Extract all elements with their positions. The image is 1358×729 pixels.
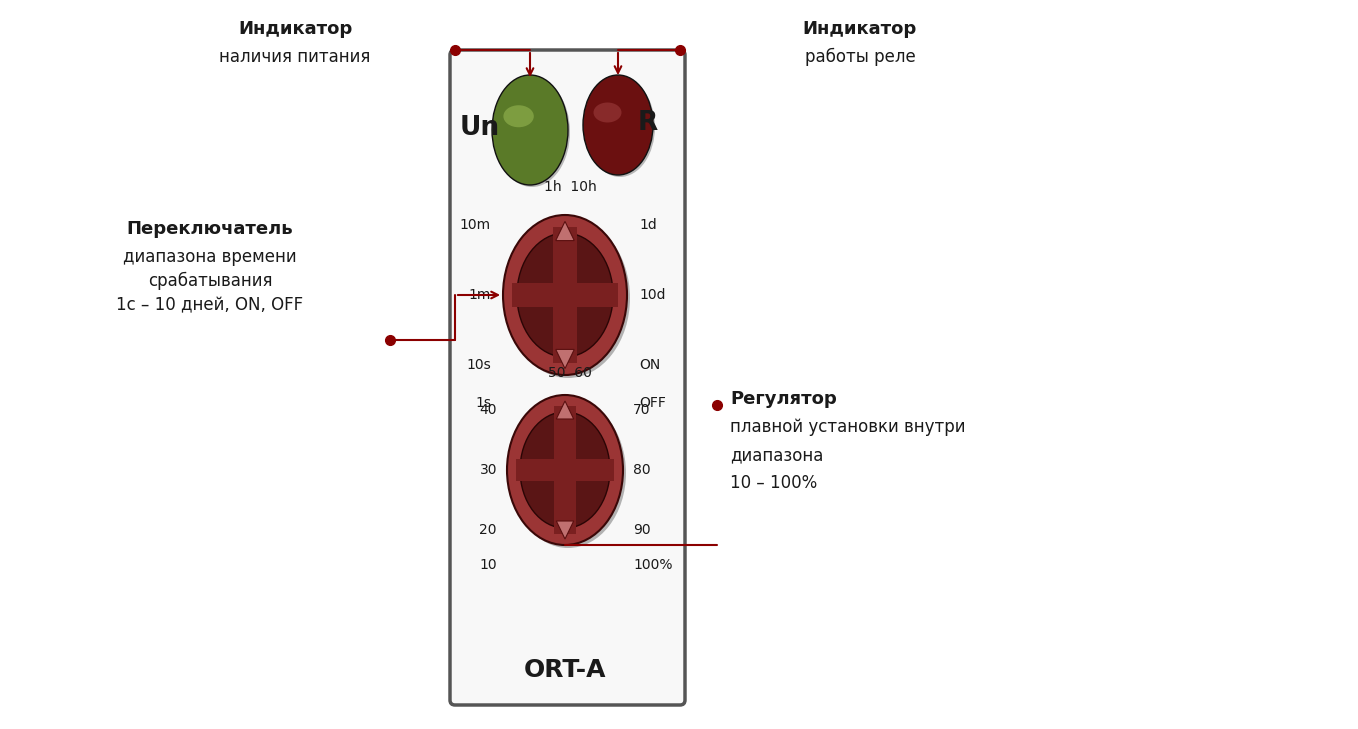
Text: наличия питания: наличия питания — [219, 48, 371, 66]
Text: 10s: 10s — [466, 358, 492, 372]
Text: Индикатор: Индикатор — [803, 20, 917, 38]
Text: работы реле: работы реле — [805, 48, 915, 66]
Ellipse shape — [507, 218, 630, 378]
Bar — [554, 406, 576, 534]
Text: диапазона: диапазона — [731, 446, 823, 464]
Polygon shape — [557, 521, 573, 539]
Bar — [553, 227, 577, 363]
Text: ON: ON — [640, 358, 660, 372]
Ellipse shape — [517, 233, 612, 357]
Text: диапазона времени: диапазона времени — [124, 248, 297, 266]
Text: 20: 20 — [479, 523, 497, 537]
Text: Индикатор: Индикатор — [238, 20, 352, 38]
Text: 30: 30 — [479, 463, 497, 477]
Text: 10m: 10m — [460, 218, 492, 232]
Polygon shape — [555, 349, 574, 369]
Ellipse shape — [494, 77, 570, 187]
Ellipse shape — [507, 395, 623, 545]
Text: 1h  10h: 1h 10h — [543, 180, 596, 194]
Bar — [516, 459, 614, 481]
Text: 1d: 1d — [640, 218, 657, 232]
Ellipse shape — [593, 103, 622, 122]
Text: 70: 70 — [633, 403, 650, 417]
Ellipse shape — [504, 105, 534, 128]
Text: ORT-A: ORT-A — [524, 658, 606, 682]
Ellipse shape — [492, 75, 568, 185]
Polygon shape — [555, 222, 574, 241]
Ellipse shape — [520, 412, 610, 528]
Text: срабатывания: срабатывания — [148, 272, 272, 290]
Text: Un: Un — [460, 115, 500, 141]
Ellipse shape — [502, 215, 627, 375]
FancyBboxPatch shape — [449, 50, 684, 705]
Bar — [512, 284, 618, 307]
Text: 10: 10 — [479, 558, 497, 572]
Text: 80: 80 — [633, 463, 650, 477]
Ellipse shape — [585, 77, 655, 177]
Text: 50  60: 50 60 — [549, 366, 592, 380]
Polygon shape — [557, 401, 573, 419]
Text: 90: 90 — [633, 523, 650, 537]
Text: 1s: 1s — [475, 396, 492, 410]
Text: R: R — [638, 110, 659, 136]
Text: 1m: 1m — [469, 288, 492, 302]
Text: 40: 40 — [479, 403, 497, 417]
Text: Переключатель: Переключатель — [126, 220, 293, 238]
Text: плавной установки внутри: плавной установки внутри — [731, 418, 966, 436]
Text: 10d: 10d — [640, 288, 665, 302]
Ellipse shape — [583, 75, 653, 175]
Text: 1с – 10 дней, ON, OFF: 1с – 10 дней, ON, OFF — [117, 296, 304, 314]
Text: 10 – 100%: 10 – 100% — [731, 474, 818, 492]
Text: OFF: OFF — [640, 396, 665, 410]
Text: Регулятор: Регулятор — [731, 390, 837, 408]
Ellipse shape — [511, 398, 626, 548]
Text: 100%: 100% — [633, 558, 672, 572]
